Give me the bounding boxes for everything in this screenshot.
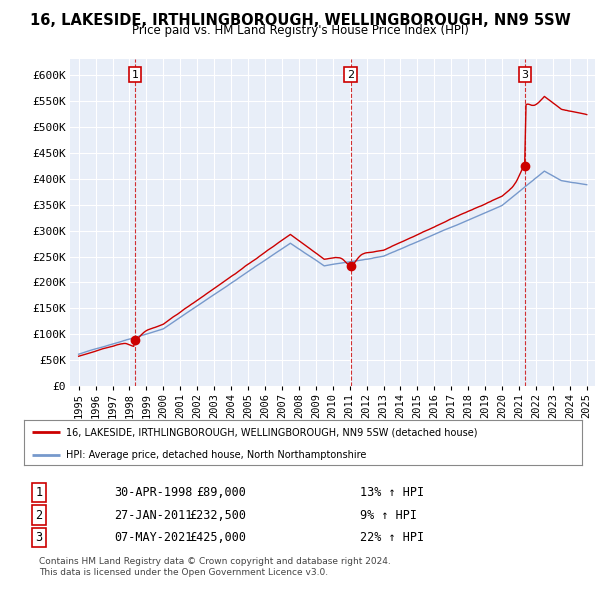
Text: 3: 3	[35, 531, 43, 544]
Text: HPI: Average price, detached house, North Northamptonshire: HPI: Average price, detached house, Nort…	[66, 450, 366, 460]
Text: 1: 1	[131, 70, 139, 80]
Text: Price paid vs. HM Land Registry's House Price Index (HPI): Price paid vs. HM Land Registry's House …	[131, 24, 469, 37]
Text: 27-JAN-2011: 27-JAN-2011	[114, 509, 193, 522]
Text: £232,500: £232,500	[189, 509, 246, 522]
Text: £425,000: £425,000	[189, 531, 246, 544]
Text: £89,000: £89,000	[196, 486, 246, 499]
Text: 22% ↑ HPI: 22% ↑ HPI	[360, 531, 424, 544]
Text: 2: 2	[347, 70, 355, 80]
Text: 13% ↑ HPI: 13% ↑ HPI	[360, 486, 424, 499]
Text: 07-MAY-2021: 07-MAY-2021	[114, 531, 193, 544]
Text: 9% ↑ HPI: 9% ↑ HPI	[360, 509, 417, 522]
Text: 16, LAKESIDE, IRTHLINGBOROUGH, WELLINGBOROUGH, NN9 5SW (detached house): 16, LAKESIDE, IRTHLINGBOROUGH, WELLINGBO…	[66, 427, 478, 437]
Text: 2: 2	[35, 509, 43, 522]
Text: 3: 3	[521, 70, 529, 80]
Text: 16, LAKESIDE, IRTHLINGBOROUGH, WELLINGBOROUGH, NN9 5SW: 16, LAKESIDE, IRTHLINGBOROUGH, WELLINGBO…	[29, 13, 571, 28]
Text: This data is licensed under the Open Government Licence v3.0.: This data is licensed under the Open Gov…	[39, 568, 328, 577]
Text: Contains HM Land Registry data © Crown copyright and database right 2024.: Contains HM Land Registry data © Crown c…	[39, 558, 391, 566]
Text: 1: 1	[35, 486, 43, 499]
Text: 30-APR-1998: 30-APR-1998	[114, 486, 193, 499]
